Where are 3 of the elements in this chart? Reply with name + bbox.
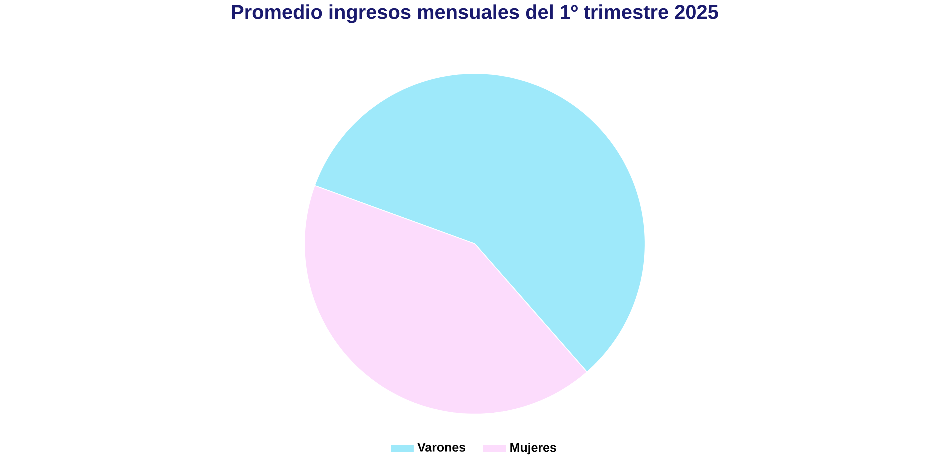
chart-title: Promedio ingresos mensuales del 1º trimestre 2025 (232, 4, 718, 24)
legend-label: Varones (418, 443, 466, 452)
legend-label: Mujeres (510, 442, 556, 455)
